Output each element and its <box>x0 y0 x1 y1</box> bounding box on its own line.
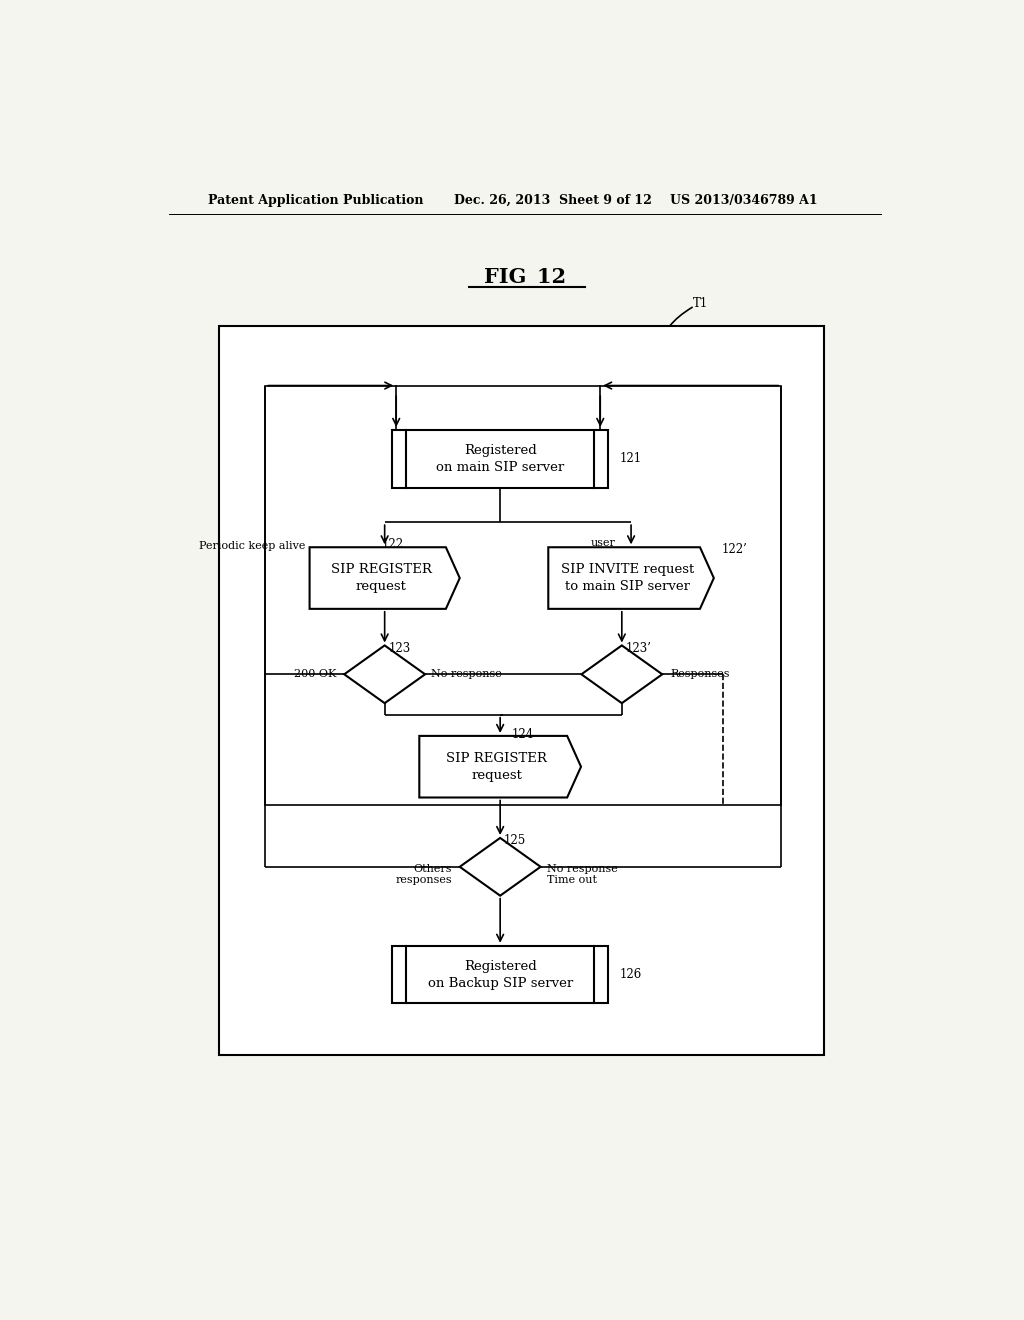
Text: Registered
on Backup SIP server: Registered on Backup SIP server <box>428 960 572 990</box>
Polygon shape <box>582 645 663 704</box>
Text: 126: 126 <box>620 968 642 981</box>
Text: Patent Application Publication: Patent Application Publication <box>208 194 423 207</box>
Text: No response
Time out: No response Time out <box>547 863 617 886</box>
Polygon shape <box>344 645 425 704</box>
Bar <box>392 945 608 1003</box>
Text: 122’: 122’ <box>722 544 748 557</box>
Text: 123: 123 <box>388 642 411 655</box>
Text: SIP INVITE request
to main SIP server: SIP INVITE request to main SIP server <box>561 564 694 593</box>
Text: US 2013/0346789 A1: US 2013/0346789 A1 <box>670 194 817 207</box>
Text: Responses: Responses <box>670 669 729 680</box>
Text: user: user <box>591 539 615 548</box>
Text: 200 OK: 200 OK <box>294 669 337 680</box>
Bar <box>219 326 823 1056</box>
Polygon shape <box>419 737 581 797</box>
Text: Others
responses: Others responses <box>395 863 452 886</box>
Text: Registered
on main SIP server: Registered on main SIP server <box>436 444 564 474</box>
Bar <box>392 430 608 487</box>
Text: 123’: 123’ <box>626 642 651 655</box>
Text: 121: 121 <box>620 453 642 465</box>
Text: Dec. 26, 2013  Sheet 9 of 12: Dec. 26, 2013 Sheet 9 of 12 <box>454 194 652 207</box>
Text: 125: 125 <box>504 834 526 847</box>
Text: SIP REGISTER
request: SIP REGISTER request <box>331 564 432 593</box>
Polygon shape <box>548 548 714 609</box>
Polygon shape <box>309 548 460 609</box>
Text: Periodic keep alive: Periodic keep alive <box>200 541 306 550</box>
Text: No response: No response <box>431 669 502 680</box>
Text: T1: T1 <box>692 297 708 310</box>
Text: SIP REGISTER
request: SIP REGISTER request <box>446 751 547 781</box>
Text: FIG_12: FIG_12 <box>483 268 566 288</box>
Text: 122: 122 <box>381 539 403 550</box>
Text: 124: 124 <box>512 729 534 742</box>
Polygon shape <box>460 838 541 896</box>
Bar <box>265 385 781 805</box>
